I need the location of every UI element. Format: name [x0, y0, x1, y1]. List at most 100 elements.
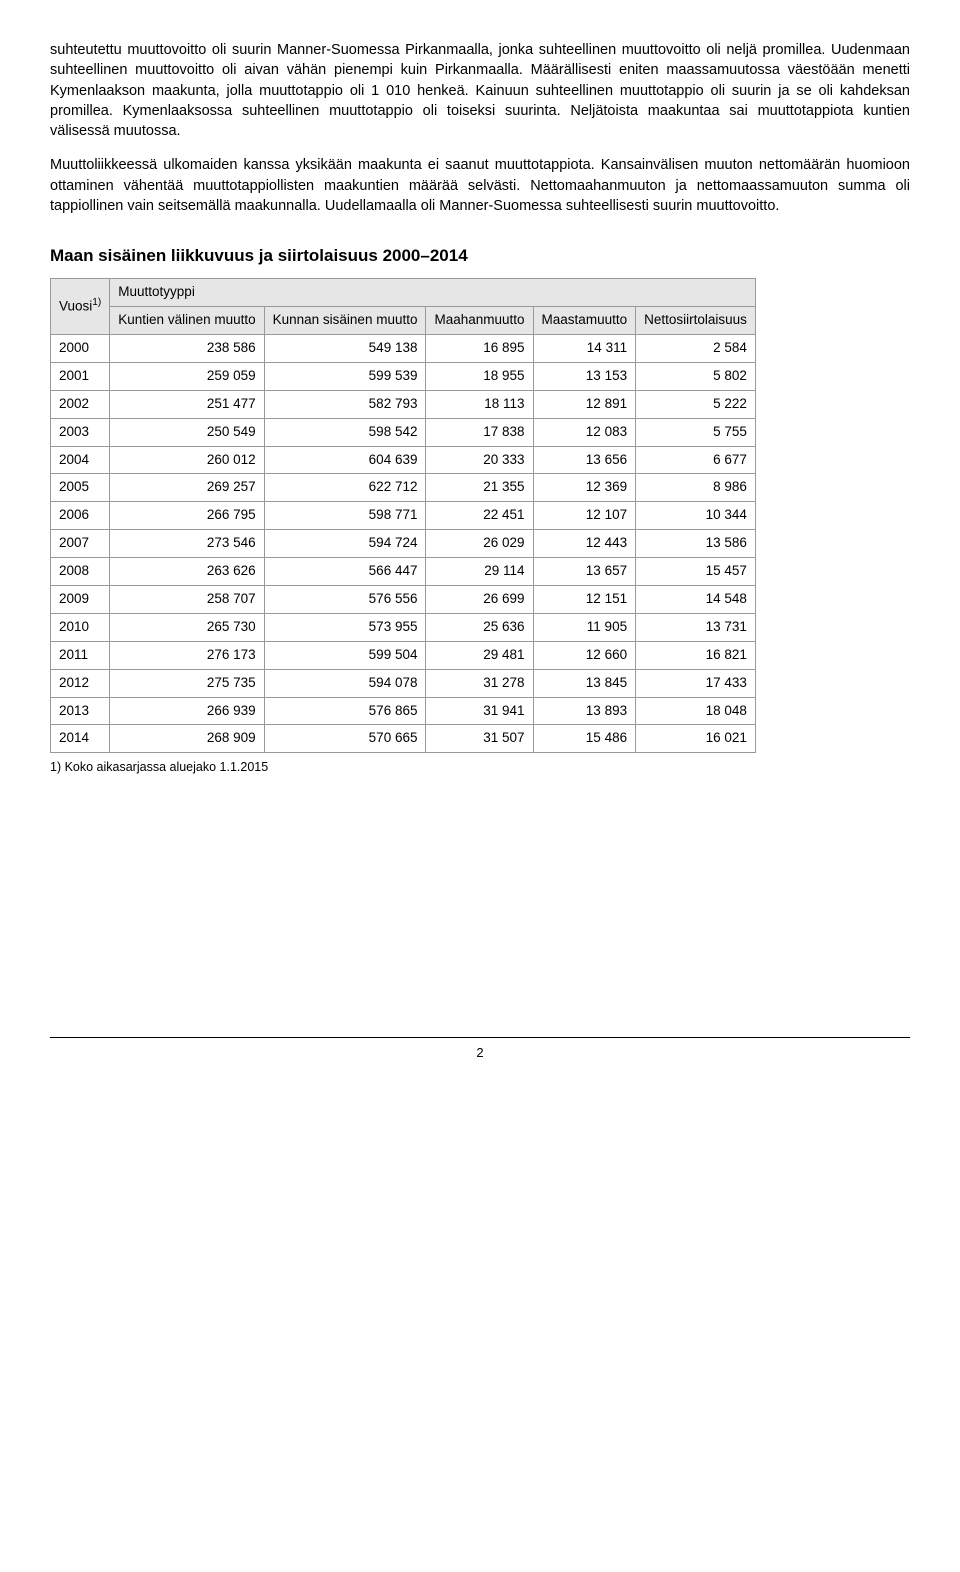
cell-value: 276 173 [110, 641, 264, 669]
cell-value: 26 029 [426, 530, 533, 558]
table-row: 2009258 707576 55626 69912 15114 548 [51, 585, 756, 613]
header-c3: Maahanmuutto [426, 307, 533, 335]
cell-year: 2002 [51, 390, 110, 418]
cell-value: 13 656 [533, 446, 636, 474]
table-row: 2003250 549598 54217 83812 0835 755 [51, 418, 756, 446]
cell-value: 14 311 [533, 334, 636, 362]
cell-value: 15 457 [636, 558, 756, 586]
cell-value: 566 447 [264, 558, 426, 586]
cell-value: 5 755 [636, 418, 756, 446]
table-row: 2014268 909570 66531 50715 48616 021 [51, 725, 756, 753]
cell-value: 31 941 [426, 697, 533, 725]
cell-year: 2000 [51, 334, 110, 362]
cell-year: 2008 [51, 558, 110, 586]
table-row: 2000238 586549 13816 89514 3112 584 [51, 334, 756, 362]
table-row: 2010265 730573 95525 63611 90513 731 [51, 613, 756, 641]
cell-value: 238 586 [110, 334, 264, 362]
cell-value: 598 542 [264, 418, 426, 446]
table-row: 2004260 012604 63920 33313 6566 677 [51, 446, 756, 474]
table-title: Maan sisäinen liikkuvuus ja siirtolaisuu… [50, 244, 910, 268]
cell-value: 13 657 [533, 558, 636, 586]
table-row: 2005269 257622 71221 35512 3698 986 [51, 474, 756, 502]
cell-value: 570 665 [264, 725, 426, 753]
cell-value: 622 712 [264, 474, 426, 502]
cell-value: 265 730 [110, 613, 264, 641]
cell-value: 20 333 [426, 446, 533, 474]
cell-year: 2010 [51, 613, 110, 641]
cell-value: 8 986 [636, 474, 756, 502]
cell-value: 18 955 [426, 362, 533, 390]
cell-value: 16 895 [426, 334, 533, 362]
cell-value: 263 626 [110, 558, 264, 586]
header-muuttotyyppi: Muuttotyyppi [110, 279, 756, 307]
cell-value: 250 549 [110, 418, 264, 446]
cell-year: 2003 [51, 418, 110, 446]
cell-year: 2007 [51, 530, 110, 558]
cell-value: 12 083 [533, 418, 636, 446]
header-c2: Kunnan sisäinen muutto [264, 307, 426, 335]
body-paragraph-2: Muuttoliikkeessä ulkomaiden kanssa yksik… [50, 155, 910, 216]
page-number: 2 [50, 1037, 910, 1062]
table-row: 2002251 477582 79318 11312 8915 222 [51, 390, 756, 418]
cell-value: 31 507 [426, 725, 533, 753]
migration-table: Vuosi1) Muuttotyyppi Kuntien välinen muu… [50, 278, 756, 753]
cell-value: 13 153 [533, 362, 636, 390]
cell-value: 12 369 [533, 474, 636, 502]
cell-value: 22 451 [426, 502, 533, 530]
table-row: 2012275 735594 07831 27813 84517 433 [51, 669, 756, 697]
cell-value: 29 114 [426, 558, 533, 586]
cell-value: 17 838 [426, 418, 533, 446]
cell-value: 258 707 [110, 585, 264, 613]
cell-value: 14 548 [636, 585, 756, 613]
cell-year: 2001 [51, 362, 110, 390]
cell-value: 573 955 [264, 613, 426, 641]
cell-value: 18 113 [426, 390, 533, 418]
cell-value: 16 821 [636, 641, 756, 669]
cell-value: 18 048 [636, 697, 756, 725]
cell-value: 12 891 [533, 390, 636, 418]
cell-value: 251 477 [110, 390, 264, 418]
table-row: 2006266 795598 77122 45112 10710 344 [51, 502, 756, 530]
cell-value: 576 556 [264, 585, 426, 613]
cell-value: 10 344 [636, 502, 756, 530]
cell-value: 21 355 [426, 474, 533, 502]
cell-value: 594 078 [264, 669, 426, 697]
cell-year: 2006 [51, 502, 110, 530]
cell-value: 16 021 [636, 725, 756, 753]
body-paragraph-1: suhteutettu muuttovoitto oli suurin Mann… [50, 40, 910, 141]
cell-value: 2 584 [636, 334, 756, 362]
cell-year: 2014 [51, 725, 110, 753]
cell-value: 5 222 [636, 390, 756, 418]
header-c4: Maastamuutto [533, 307, 636, 335]
table-footnote: 1) Koko aikasarjassa aluejako 1.1.2015 [50, 759, 910, 777]
cell-value: 13 586 [636, 530, 756, 558]
cell-value: 13 893 [533, 697, 636, 725]
cell-value: 11 905 [533, 613, 636, 641]
cell-value: 12 107 [533, 502, 636, 530]
cell-value: 598 771 [264, 502, 426, 530]
cell-value: 29 481 [426, 641, 533, 669]
table-row: 2011276 173599 50429 48112 66016 821 [51, 641, 756, 669]
table-row: 2007273 546594 72426 02912 44313 586 [51, 530, 756, 558]
cell-value: 266 795 [110, 502, 264, 530]
cell-value: 275 735 [110, 669, 264, 697]
cell-value: 12 443 [533, 530, 636, 558]
cell-value: 268 909 [110, 725, 264, 753]
cell-year: 2009 [51, 585, 110, 613]
header-vuosi: Vuosi1) [51, 279, 110, 335]
cell-value: 582 793 [264, 390, 426, 418]
cell-value: 549 138 [264, 334, 426, 362]
cell-value: 26 699 [426, 585, 533, 613]
cell-value: 13 731 [636, 613, 756, 641]
cell-value: 266 939 [110, 697, 264, 725]
table-row: 2001259 059599 53918 95513 1535 802 [51, 362, 756, 390]
cell-value: 273 546 [110, 530, 264, 558]
cell-year: 2004 [51, 446, 110, 474]
cell-value: 269 257 [110, 474, 264, 502]
cell-value: 604 639 [264, 446, 426, 474]
cell-value: 25 636 [426, 613, 533, 641]
cell-value: 5 802 [636, 362, 756, 390]
cell-year: 2012 [51, 669, 110, 697]
cell-value: 12 660 [533, 641, 636, 669]
cell-value: 576 865 [264, 697, 426, 725]
